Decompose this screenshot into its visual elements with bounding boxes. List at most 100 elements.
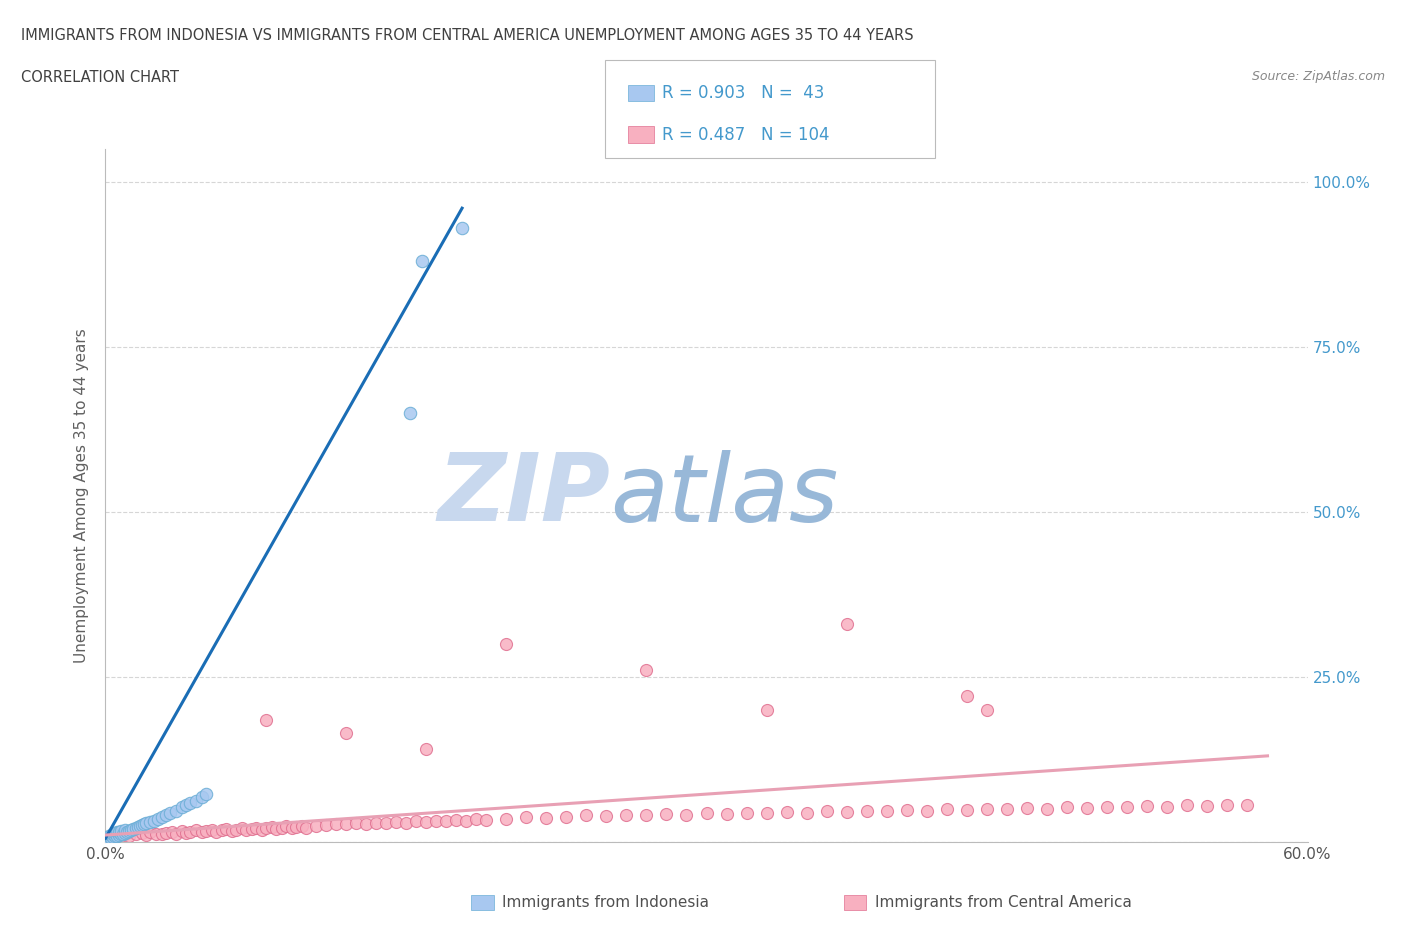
Point [1017, 801, 1039, 816]
Point [104, 828, 127, 843]
Point [135, 828, 157, 843]
Point [855, 804, 877, 818]
Point [138, 825, 160, 840]
Point [291, 818, 314, 833]
Point [1197, 799, 1219, 814]
Point [108, 824, 131, 839]
Point [835, 617, 858, 631]
Point [221, 824, 243, 839]
Point [204, 824, 226, 839]
Point [284, 819, 307, 834]
Point [415, 742, 437, 757]
Point [395, 815, 418, 830]
Point [245, 820, 267, 835]
Point [103, 830, 125, 844]
Point [555, 809, 578, 824]
Text: IMMIGRANTS FROM INDONESIA VS IMMIGRANTS FROM CENTRAL AMERICA UNEMPLOYMENT AMONG : IMMIGRANTS FROM INDONESIA VS IMMIGRANTS … [21, 28, 914, 43]
Point [240, 822, 263, 837]
Point [112, 826, 135, 841]
Point [575, 808, 598, 823]
Text: Immigrants from Indonesia: Immigrants from Indonesia [502, 895, 709, 910]
Point [385, 815, 408, 830]
Point [1036, 802, 1059, 817]
Point [127, 819, 149, 834]
Point [190, 790, 212, 804]
Point [415, 815, 437, 830]
Point [1216, 797, 1239, 812]
Y-axis label: Unemployment Among Ages 35 to 44 years: Unemployment Among Ages 35 to 44 years [75, 328, 90, 662]
Point [399, 405, 422, 420]
Point [305, 819, 328, 834]
Point [976, 802, 998, 817]
Point [655, 806, 678, 821]
Point [835, 804, 858, 819]
Point [405, 814, 427, 829]
Point [374, 816, 398, 830]
Point [411, 254, 433, 269]
Point [936, 802, 959, 817]
Point [201, 822, 224, 837]
Point [121, 822, 143, 837]
Point [254, 712, 277, 727]
Text: Source: ZipAtlas.com: Source: ZipAtlas.com [1251, 70, 1385, 83]
Point [170, 824, 193, 839]
Point [274, 819, 297, 834]
Point [776, 804, 799, 819]
Point [1177, 798, 1199, 813]
Point [100, 830, 122, 845]
Point [225, 822, 247, 837]
Point [100, 828, 122, 843]
Point [636, 663, 658, 678]
Point [434, 814, 457, 829]
Point [465, 812, 488, 827]
Point [1076, 801, 1098, 816]
Point [250, 822, 273, 837]
Point [160, 824, 183, 839]
Point [1136, 799, 1159, 814]
Point [335, 725, 357, 740]
Point [495, 636, 517, 651]
Point [165, 804, 187, 818]
Point [696, 805, 718, 820]
Point [956, 689, 979, 704]
Point [815, 804, 838, 818]
Point [475, 813, 498, 828]
Point [98, 829, 121, 844]
Point [184, 793, 207, 808]
Text: ZIP: ZIP [437, 449, 610, 541]
Point [270, 820, 292, 835]
Point [104, 829, 127, 844]
Point [145, 826, 167, 841]
Point [335, 817, 357, 832]
Point [1056, 800, 1078, 815]
Point [260, 819, 283, 834]
Point [135, 816, 157, 830]
Text: Immigrants from Central America: Immigrants from Central America [875, 895, 1132, 910]
Point [124, 821, 146, 836]
Point [235, 823, 257, 838]
Point [118, 829, 141, 844]
Point [174, 826, 197, 841]
Point [179, 796, 201, 811]
Point [170, 800, 193, 815]
Text: CORRELATION CHART: CORRELATION CHART [21, 70, 179, 85]
Point [122, 822, 145, 837]
Point [1116, 800, 1139, 815]
Point [735, 805, 758, 820]
Point [179, 824, 201, 839]
Point [675, 807, 697, 822]
Point [138, 815, 160, 830]
Point [281, 821, 304, 836]
Point [495, 811, 517, 826]
Point [915, 804, 938, 818]
Point [295, 820, 318, 835]
Point [325, 817, 347, 831]
Point [344, 816, 367, 830]
Point [364, 815, 387, 830]
Point [131, 817, 153, 832]
Point [595, 808, 617, 823]
Point [211, 823, 233, 838]
Point [104, 826, 127, 841]
Point [128, 819, 150, 834]
Point [896, 803, 918, 817]
